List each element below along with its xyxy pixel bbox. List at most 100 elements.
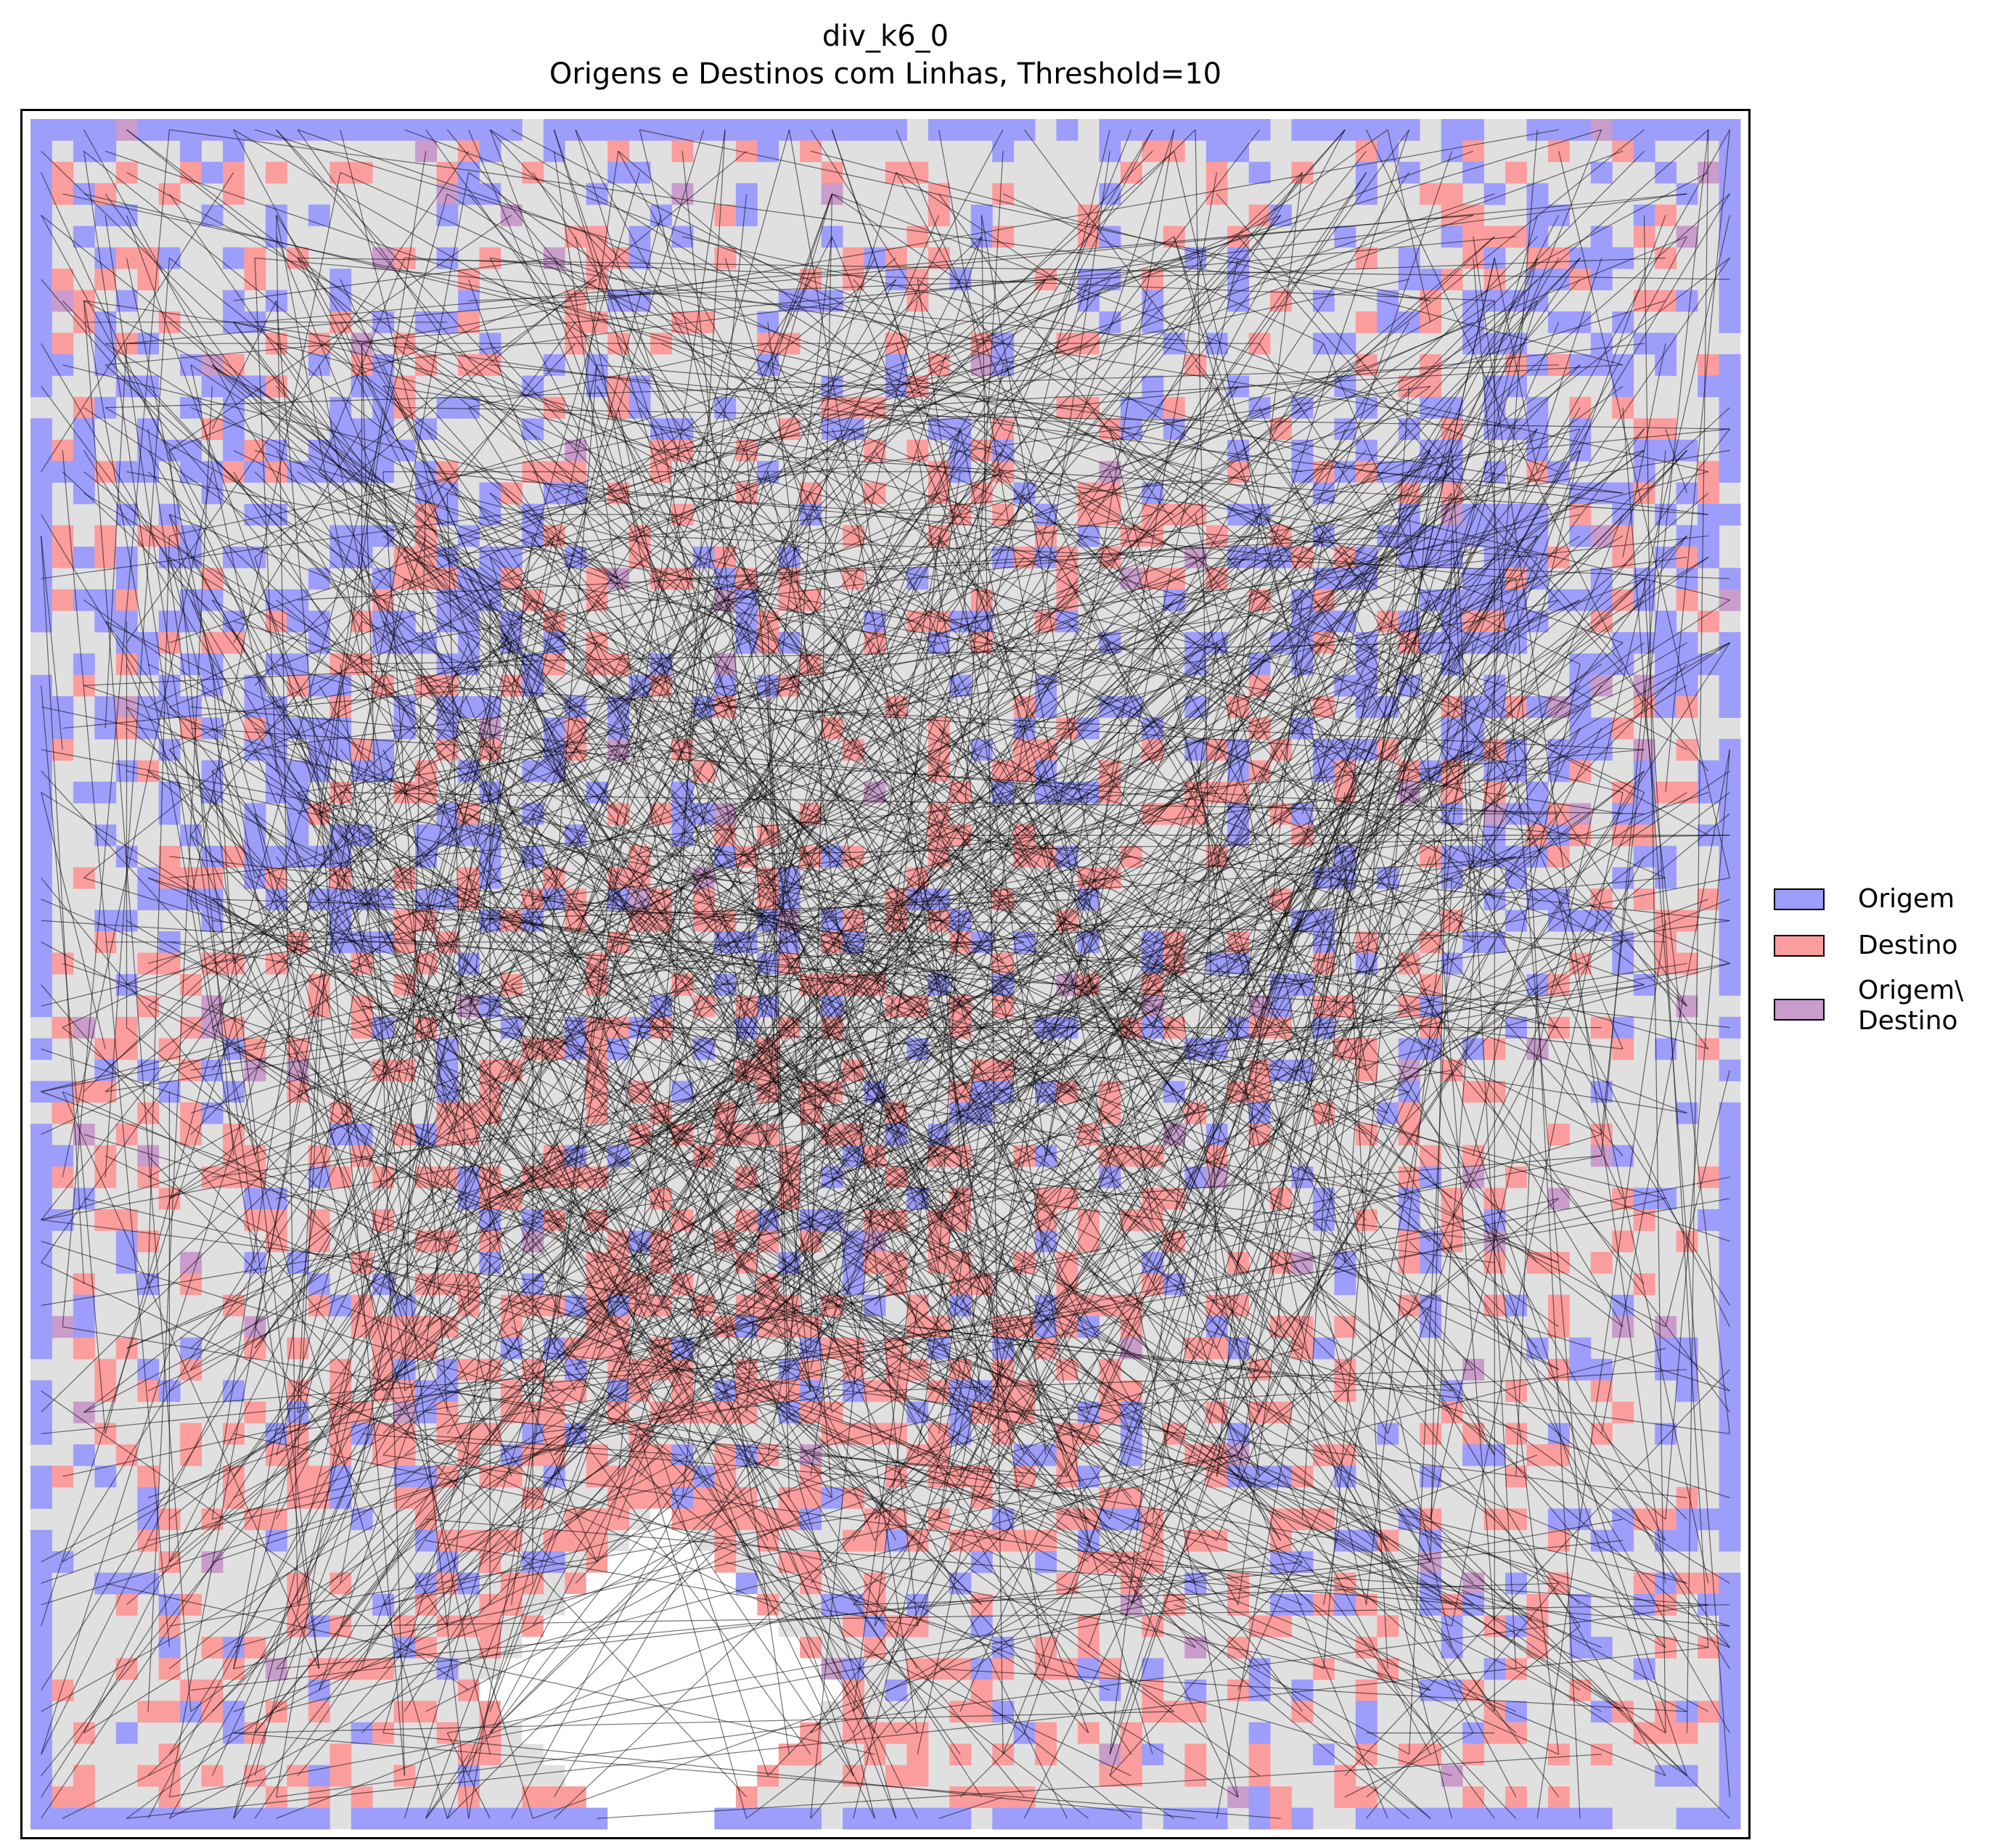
empty-cell [607, 1722, 629, 1744]
destination-cell [992, 1529, 1015, 1552]
origin-cell [1719, 696, 1741, 718]
destination-cell [650, 1487, 672, 1509]
destination-cell [223, 353, 245, 376]
origin-cell [287, 760, 309, 782]
origin-cell [30, 952, 52, 975]
destination-cell [180, 1273, 202, 1296]
origin-cell [1719, 461, 1741, 483]
origin-cell [1248, 1722, 1271, 1744]
chart-title: div_k6_0 [822, 20, 949, 53]
origin-cell [1569, 119, 1592, 141]
destination-cell [158, 1701, 181, 1723]
destination-cell [1355, 140, 1377, 163]
origin-cell [52, 119, 74, 141]
origin-cell [137, 119, 160, 141]
origin-cell [1120, 396, 1142, 419]
destination-cell [1313, 1594, 1335, 1616]
origin-cell [1698, 781, 1719, 804]
origin-cell [1056, 1807, 1078, 1830]
origin-cell [180, 439, 202, 462]
origin-cell [52, 696, 74, 718]
destination-cell [115, 1038, 138, 1060]
origin-cell [351, 1807, 373, 1830]
destination-cell [1655, 1636, 1677, 1659]
origin-cell [30, 610, 52, 633]
destination-cell [1270, 1187, 1292, 1210]
destination-cell [1526, 1594, 1549, 1616]
empty-cell [565, 1765, 587, 1787]
origin-cell [586, 119, 608, 141]
origin-cell [372, 439, 395, 462]
origin-cell [372, 119, 395, 141]
empty-cell [757, 1615, 779, 1638]
empty-cell [607, 1786, 629, 1808]
origin-cell [778, 1807, 801, 1830]
origin-cell [735, 119, 758, 141]
origin-cell [1035, 1807, 1057, 1830]
destination-cell [393, 1701, 416, 1723]
destination-cell [223, 183, 245, 205]
legend-item-origem: Origem [1771, 883, 1989, 929]
destination-cell [1633, 888, 1655, 911]
origin-cell [1719, 1786, 1741, 1808]
empty-cell [607, 1658, 629, 1680]
origin-cell [843, 119, 864, 141]
origin-cell [1248, 1658, 1271, 1680]
origin-cell [1420, 1807, 1442, 1830]
destination-cell [137, 1465, 160, 1488]
empty-cell [692, 1786, 715, 1808]
empty-cell [607, 1765, 629, 1787]
origin-cell [1719, 1273, 1741, 1296]
destination-cell [308, 1230, 330, 1253]
empty-cell [757, 1701, 779, 1723]
origin-cell [1291, 1807, 1314, 1830]
origin-cell [1334, 1594, 1356, 1616]
origin-cell [73, 1807, 95, 1830]
origin-cell [1526, 1807, 1549, 1830]
origin-cell [1590, 161, 1613, 184]
origin-cell [30, 1166, 52, 1188]
empty-cell [629, 1807, 651, 1830]
origin-cell [1462, 119, 1484, 141]
origin-cell [287, 1807, 309, 1830]
destination-cell [843, 1487, 864, 1509]
empty-cell [735, 1743, 758, 1766]
origin-cell [607, 119, 629, 141]
origin-cell [1612, 631, 1634, 654]
origin-cell [30, 183, 52, 205]
destination-cell [992, 1658, 1015, 1680]
origin-cell [1462, 290, 1484, 312]
destination-cell [1547, 1316, 1570, 1338]
origin-cell [1377, 1807, 1399, 1830]
destination-cell [137, 247, 160, 269]
origin-cell [1398, 247, 1420, 269]
destination-cell [1377, 1615, 1399, 1638]
origin-cell [1013, 1807, 1036, 1830]
origin-cell [1355, 1701, 1377, 1723]
origin-cell [1719, 952, 1741, 975]
origin-cell [30, 1273, 52, 1296]
origin-cell [1698, 504, 1719, 526]
destination-cell [543, 1786, 565, 1808]
origin-destination-cell [671, 183, 694, 205]
origin-cell [1719, 375, 1741, 398]
destination-cell [1013, 739, 1036, 761]
destination-cell [1078, 1209, 1100, 1231]
destination-cell [52, 1166, 74, 1188]
empty-cell [586, 1722, 608, 1744]
chart-title-block: div_k6_0 Origens e Destinos com Linhas, … [0, 17, 1771, 93]
origin-cell [415, 1807, 437, 1830]
origin-destination-cell [1719, 589, 1741, 611]
origin-cell [1698, 1807, 1719, 1830]
origin-destination-cell [1441, 1765, 1463, 1787]
destination-cell [800, 1743, 822, 1766]
origin-cell [1719, 290, 1741, 312]
origin-destination-cell [1227, 1786, 1250, 1808]
destination-cell [180, 867, 202, 889]
origin-cell [629, 226, 651, 248]
origin-cell [1719, 1251, 1741, 1274]
origin-cell [1441, 226, 1463, 248]
origin-cell [73, 547, 95, 568]
origin-cell [1612, 1508, 1634, 1531]
origin-cell [1420, 269, 1442, 290]
